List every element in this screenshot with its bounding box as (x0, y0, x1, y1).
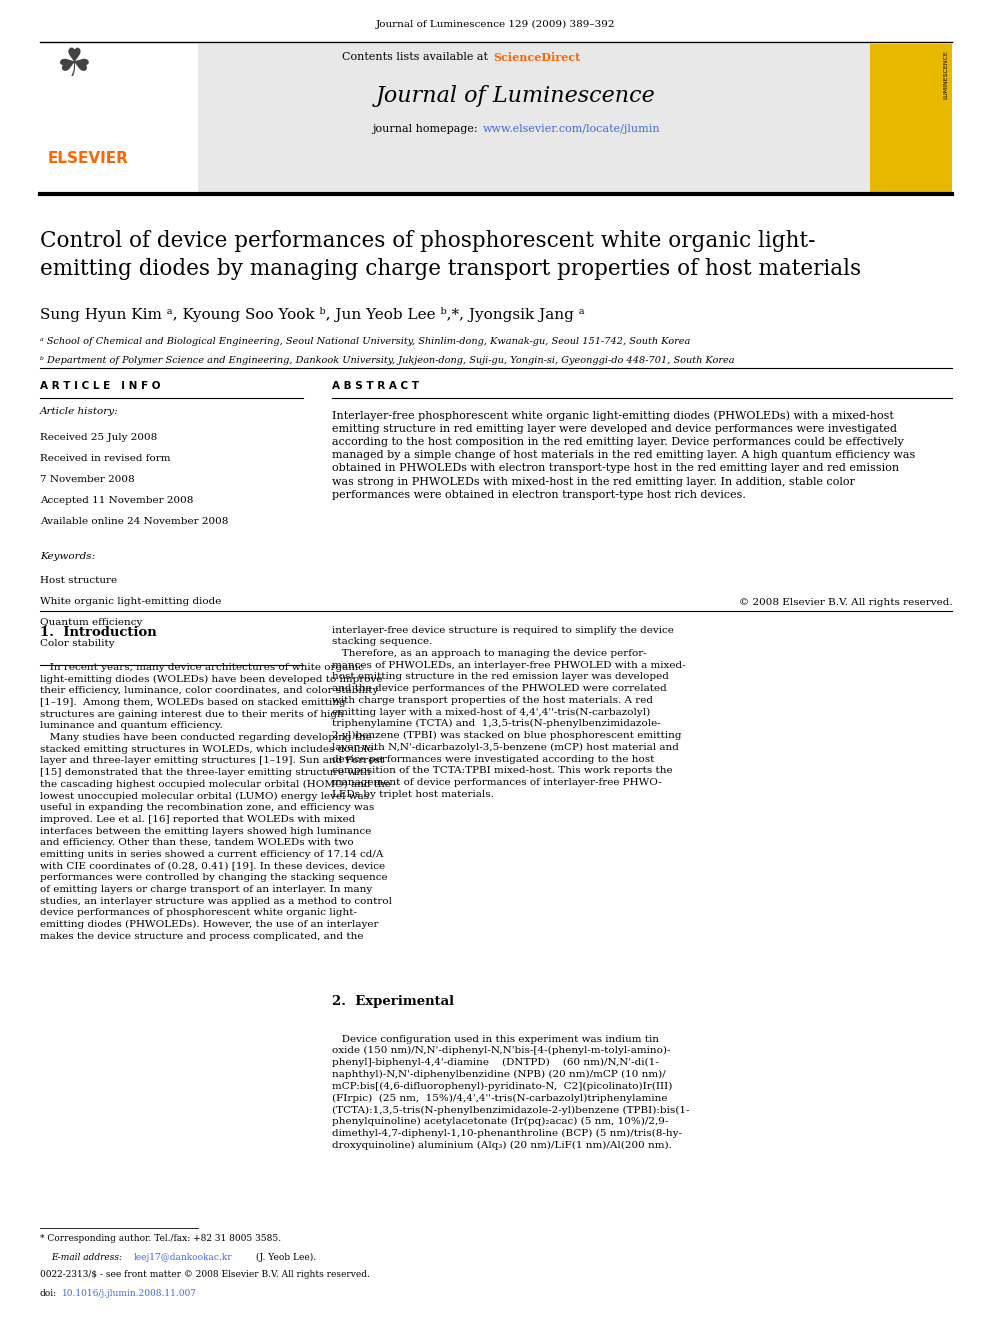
Text: ☘: ☘ (57, 46, 92, 85)
Text: (J. Yeob Lee).: (J. Yeob Lee). (253, 1253, 316, 1262)
Text: © 2008 Elsevier B.V. All rights reserved.: © 2008 Elsevier B.V. All rights reserved… (739, 598, 952, 607)
Bar (40, 44, 198, 192)
Text: Available online 24 November 2008: Available online 24 November 2008 (40, 517, 228, 527)
Text: E-mail address:: E-mail address: (52, 1253, 125, 1262)
Text: Control of device performances of phosphorescent white organic light-
emitting d: Control of device performances of phosph… (40, 230, 861, 280)
Text: ᵇ Department of Polymer Science and Engineering, Dankook University, Jukjeon-don: ᵇ Department of Polymer Science and Engi… (40, 356, 734, 365)
Text: doi:: doi: (40, 1289, 57, 1298)
Text: Color stability: Color stability (40, 639, 114, 648)
Text: A R T I C L E   I N F O: A R T I C L E I N F O (40, 381, 160, 392)
Text: Article history:: Article history: (40, 407, 118, 417)
Text: Keywords:: Keywords: (40, 552, 95, 561)
Text: In recent years, many device architectures of white organic
light-emitting diode: In recent years, many device architectur… (40, 663, 392, 941)
Text: www.elsevier.com/locate/jlumin: www.elsevier.com/locate/jlumin (483, 124, 661, 135)
Bar (870, 44, 952, 192)
Text: LUMINESCENCE: LUMINESCENCE (943, 50, 948, 99)
Text: 2.  Experimental: 2. Experimental (332, 995, 454, 1008)
Text: ᵃ School of Chemical and Biological Engineering, Seoul National University, Shin: ᵃ School of Chemical and Biological Engi… (40, 337, 690, 347)
Text: Sung Hyun Kim ᵃ, Kyoung Soo Yook ᵇ, Jun Yeob Lee ᵇ,*, Jyongsik Jang ᵃ: Sung Hyun Kim ᵃ, Kyoung Soo Yook ᵇ, Jun … (40, 307, 584, 321)
Text: Interlayer-free phosphorescent white organic light-emitting diodes (PHWOLEDs) wi: Interlayer-free phosphorescent white org… (332, 410, 916, 500)
Text: ELSEVIER: ELSEVIER (48, 151, 129, 165)
Text: Host structure: Host structure (40, 576, 117, 585)
Text: Accepted 11 November 2008: Accepted 11 November 2008 (40, 496, 193, 505)
Text: Journal of Luminescence: Journal of Luminescence (376, 85, 656, 107)
Text: Journal of Luminescence 129 (2009) 389–392: Journal of Luminescence 129 (2009) 389–3… (376, 20, 616, 29)
Text: * Corresponding author. Tel./fax: +82 31 8005 3585.: * Corresponding author. Tel./fax: +82 31… (40, 1234, 281, 1244)
Text: Received in revised form: Received in revised form (40, 454, 171, 463)
Text: Received 25 July 2008: Received 25 July 2008 (40, 433, 157, 442)
Text: interlayer-free device structure is required to simplify the device
stacking seq: interlayer-free device structure is requ… (332, 626, 685, 799)
Text: 0022-2313/$ - see front matter © 2008 Elsevier B.V. All rights reserved.: 0022-2313/$ - see front matter © 2008 El… (40, 1270, 370, 1279)
Text: Contents lists available at: Contents lists available at (341, 52, 491, 62)
Text: White organic light-emitting diode: White organic light-emitting diode (40, 597, 221, 606)
Text: leej17@dankookac.kr: leej17@dankookac.kr (134, 1253, 232, 1262)
Text: 10.1016/j.jlumin.2008.11.007: 10.1016/j.jlumin.2008.11.007 (62, 1289, 196, 1298)
Text: ScienceDirect: ScienceDirect (493, 52, 580, 62)
Text: journal homepage:: journal homepage: (372, 124, 481, 135)
Text: Quantum efficiency: Quantum efficiency (40, 618, 142, 627)
Text: 7 November 2008: 7 November 2008 (40, 475, 134, 484)
Bar (40, 44, 952, 192)
Text: Device configuration used in this experiment was indium tin
oxide (150 nm)/N,N'-: Device configuration used in this experi… (332, 1035, 689, 1150)
Text: A B S T R A C T: A B S T R A C T (332, 381, 420, 392)
Text: 1.  Introduction: 1. Introduction (40, 626, 157, 639)
